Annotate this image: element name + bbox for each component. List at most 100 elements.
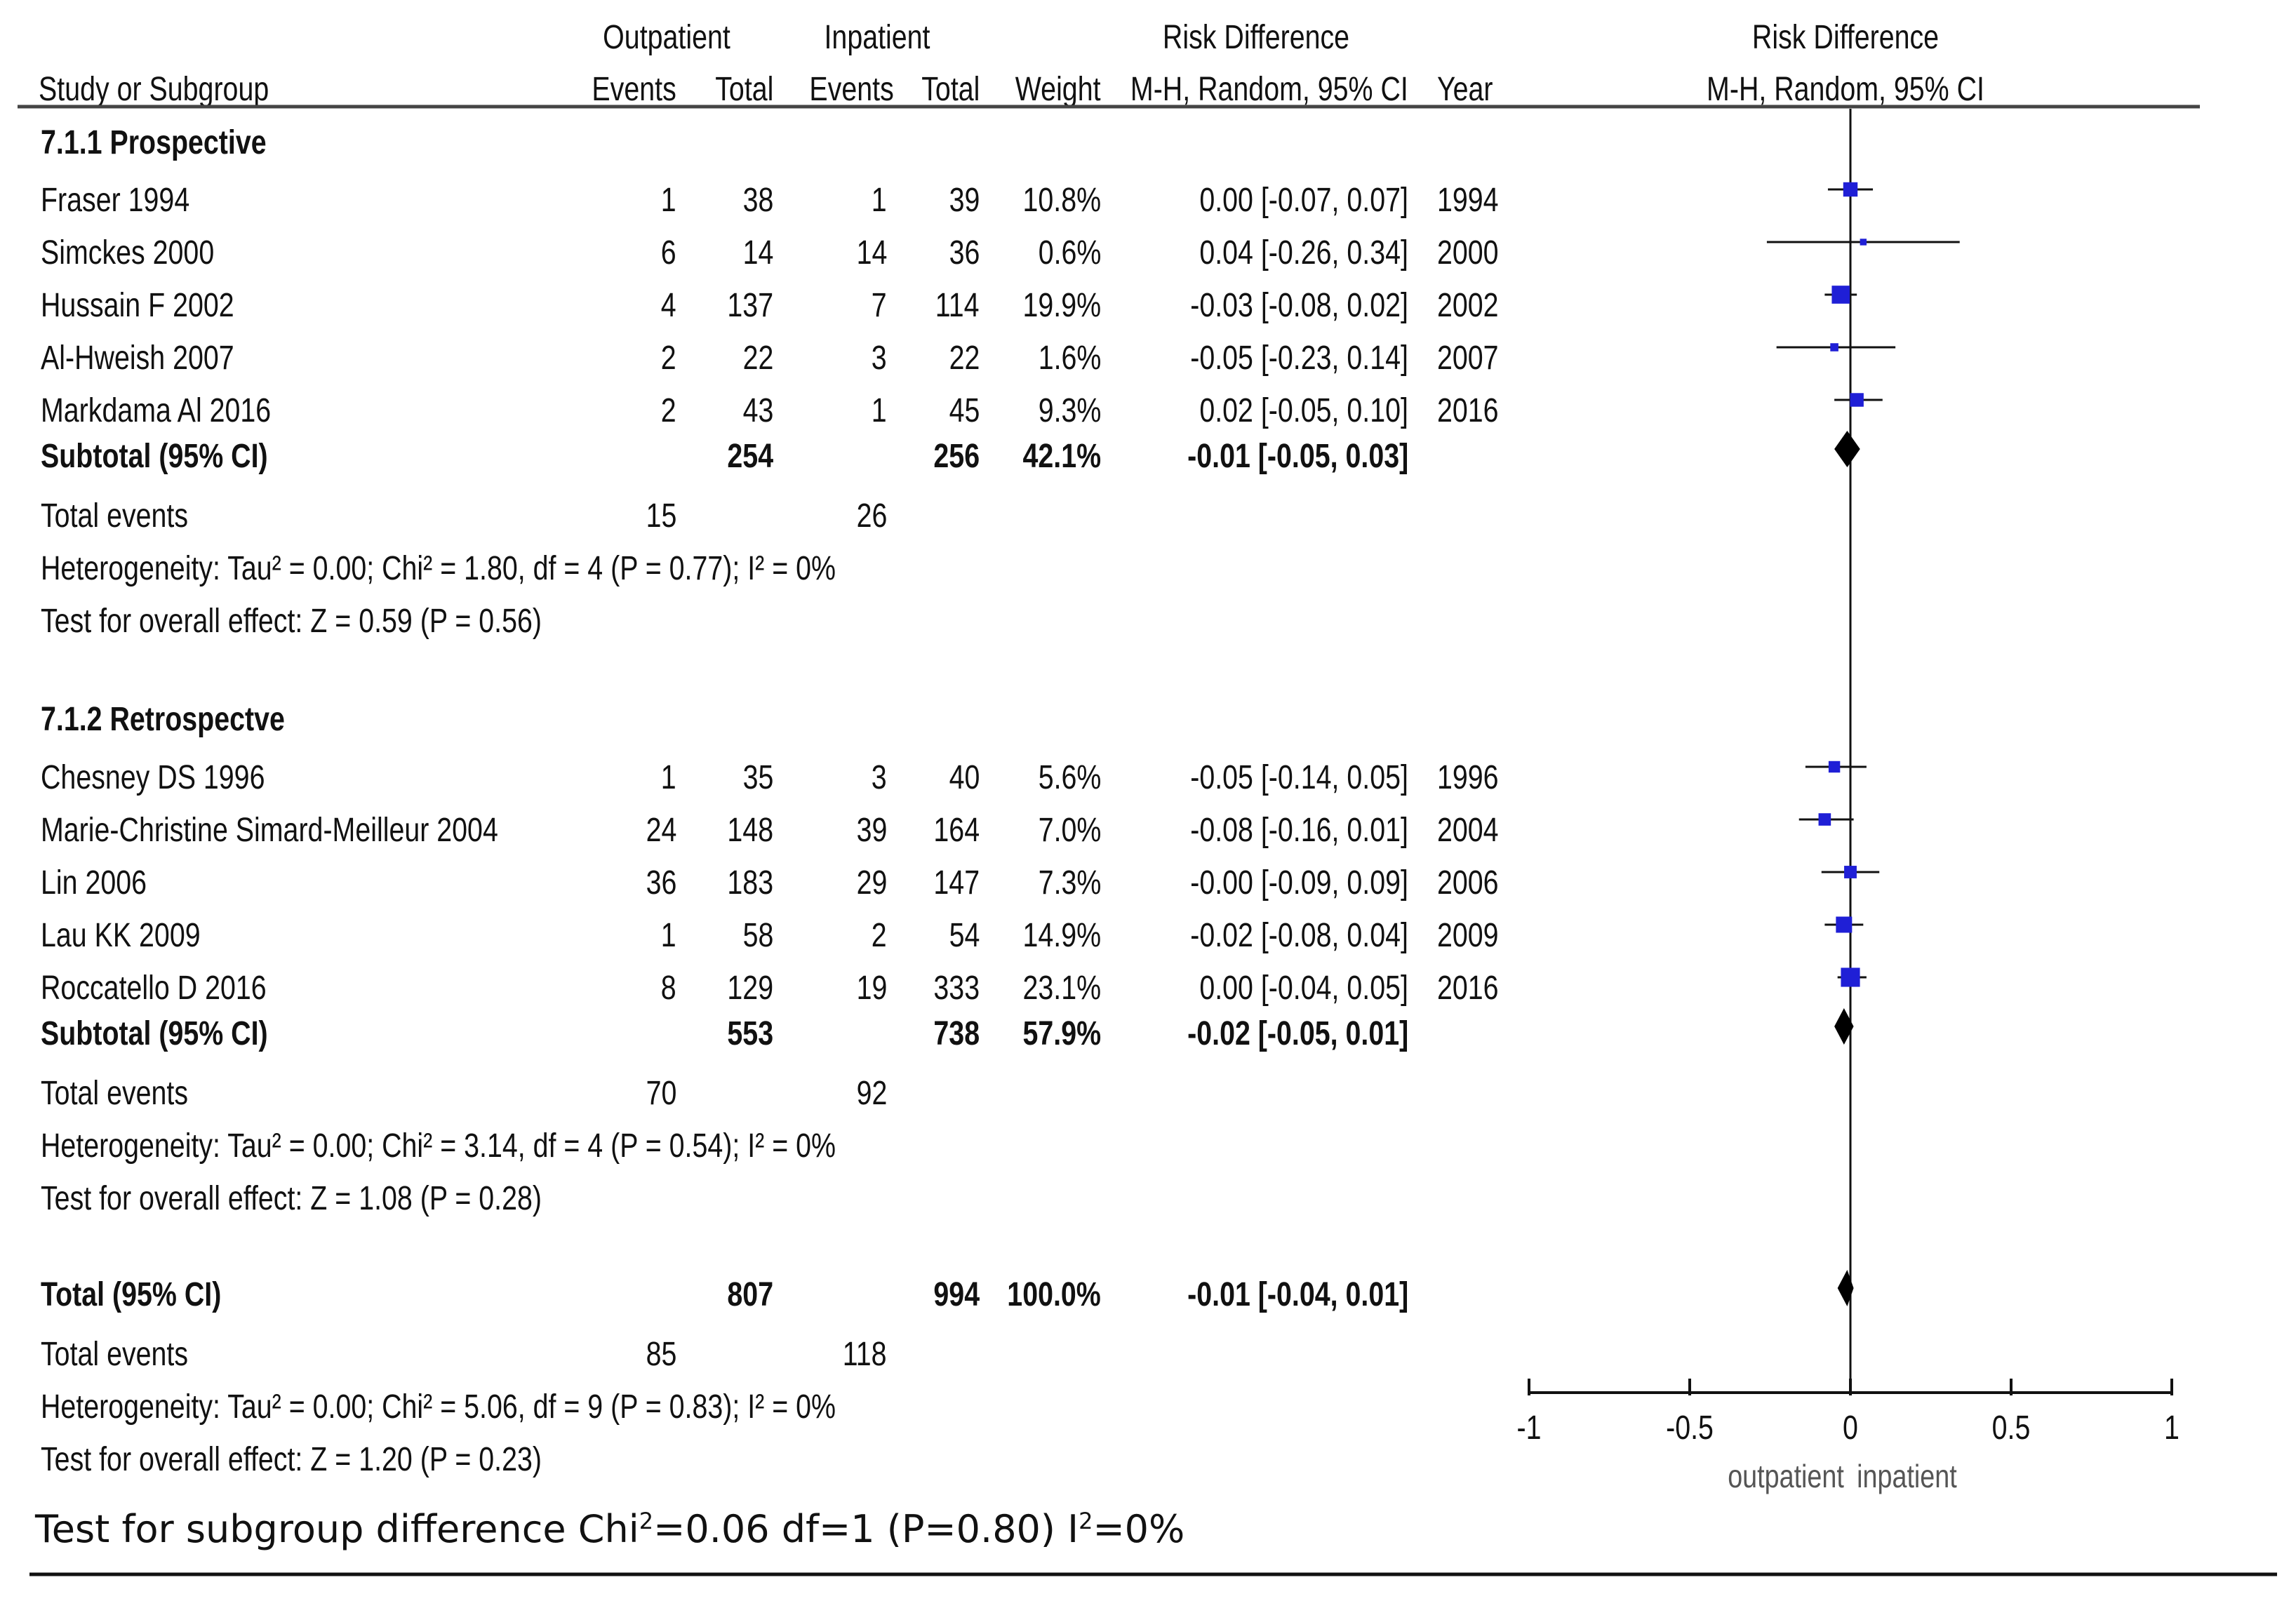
events2-cell: 3 <box>872 340 887 377</box>
study-point-marker <box>1860 239 1867 246</box>
events2-cell: 2 <box>872 917 887 954</box>
ci-cell: -0.05 [-0.23, 0.14] <box>1190 340 1408 377</box>
events1-cell: 2 <box>661 392 676 429</box>
total-events1: 15 <box>646 497 676 535</box>
total1-cell: 35 <box>742 759 773 796</box>
pooled-diamond <box>1834 431 1860 467</box>
x-tick-label: 1 <box>2164 1409 2180 1447</box>
subtotal-label: Subtotal (95% CI) <box>41 1015 268 1052</box>
study-point-marker <box>1841 967 1860 987</box>
ci-cell: 0.02 [-0.05, 0.10] <box>1199 392 1408 429</box>
subtotal-weight: 42.1% <box>1022 438 1101 475</box>
subtotal-total1: 553 <box>727 1015 773 1052</box>
events2-cell: 29 <box>856 864 887 902</box>
events1-cell: 2 <box>661 340 676 377</box>
year-cell: 2016 <box>1437 392 1499 429</box>
weight-cell: 14.9% <box>1022 917 1101 954</box>
footnote-sup: 2 <box>639 1508 654 1534</box>
events2-cell: 3 <box>872 759 887 796</box>
subgroup-title: 7.1.1 Prospective <box>41 124 267 161</box>
ci-cell: -0.05 [-0.14, 0.05] <box>1190 759 1408 796</box>
study-name: Lin 2006 <box>41 864 147 902</box>
total-weight: 100.0% <box>1007 1276 1101 1313</box>
pooled-diamond <box>1834 1008 1854 1045</box>
weight-cell: 19.9% <box>1022 287 1101 324</box>
outpatient-header: Outpatient <box>603 19 730 56</box>
events1-cell: 1 <box>661 182 676 219</box>
total-label: Total (95% CI) <box>41 1276 222 1313</box>
study-point-marker <box>1828 761 1841 773</box>
overall-effect-text: Test for overall effect: Z = 1.20 (P = 0… <box>41 1441 542 1478</box>
x-tick-label: -0.5 <box>1666 1409 1714 1447</box>
total-events-label: Total events <box>41 1336 189 1373</box>
footnote-sup: 2 <box>1079 1508 1093 1534</box>
subtotal-total1: 254 <box>727 438 773 475</box>
study-point-marker <box>1830 343 1838 351</box>
events1-cell: 6 <box>661 234 676 272</box>
weight-cell: 0.6% <box>1038 234 1101 272</box>
events2-column-header: Events <box>809 71 894 108</box>
total2-cell: 36 <box>949 234 980 272</box>
subgroup-difference-note: Test for subgroup difference Chi2=0.06 d… <box>35 1507 1184 1551</box>
year-cell: 2016 <box>1437 970 1499 1007</box>
total2-cell: 39 <box>949 182 980 219</box>
total2-cell: 54 <box>949 917 980 954</box>
total1-cell: 137 <box>727 287 773 324</box>
total-events-label: Total events <box>41 1075 189 1112</box>
total1-cell: 58 <box>742 917 773 954</box>
x-tick-label: 0 <box>1843 1409 1858 1447</box>
total2-cell: 164 <box>933 812 980 849</box>
subtotal-label: Subtotal (95% CI) <box>41 438 268 475</box>
footnote-prefix: Test for subgroup difference Chi <box>35 1507 639 1551</box>
events2-cell: 14 <box>856 234 887 272</box>
total2-cell: 22 <box>949 340 980 377</box>
total2-column-header: Total <box>921 71 980 108</box>
ci-cell: -0.00 [-0.09, 0.09] <box>1190 864 1408 902</box>
total2-cell: 40 <box>949 759 980 796</box>
ci-cell: -0.02 [-0.08, 0.04] <box>1190 917 1408 954</box>
total-events-label: Total events <box>41 497 189 535</box>
study-point-marker <box>1831 286 1850 304</box>
total-total1: 807 <box>727 1276 773 1313</box>
total1-cell: 22 <box>742 340 773 377</box>
x-axis-label-left: outpatient <box>1728 1458 1844 1494</box>
weight-cell: 10.8% <box>1022 182 1101 219</box>
subtotal-total2: 256 <box>933 438 980 475</box>
total-total2: 994 <box>933 1276 980 1313</box>
year-cell: 1994 <box>1437 182 1499 219</box>
events1-cell: 1 <box>661 759 676 796</box>
subtotal-ci: -0.02 [-0.05, 0.01] <box>1187 1015 1408 1052</box>
year-cell: 2009 <box>1437 917 1499 954</box>
year-cell: 2004 <box>1437 812 1499 849</box>
heterogeneity-text: Heterogeneity: Tau² = 0.00; Chi² = 1.80,… <box>41 550 836 587</box>
study-point-marker <box>1843 182 1858 197</box>
x-tick-label: 0.5 <box>1992 1409 2031 1447</box>
total-events1: 85 <box>646 1336 676 1373</box>
study-name: Simckes 2000 <box>41 234 215 272</box>
subtotal-ci: -0.01 [-0.05, 0.03] <box>1187 438 1408 475</box>
total1-cell: 43 <box>742 392 773 429</box>
study-point-marker <box>1850 393 1864 407</box>
total1-cell: 38 <box>742 182 773 219</box>
subgroup-title: 7.1.2 Retrospectve <box>41 701 285 738</box>
events1-cell: 4 <box>661 287 676 324</box>
weight-column-header: Weight <box>1015 71 1101 108</box>
subtotal-weight: 57.9% <box>1022 1015 1101 1052</box>
study-name: Markdama Al 2016 <box>41 392 272 429</box>
year-cell: 2007 <box>1437 340 1499 377</box>
total2-cell: 147 <box>933 864 980 902</box>
year-cell: 2000 <box>1437 234 1499 272</box>
total-events2: 92 <box>856 1075 887 1112</box>
weight-cell: 1.6% <box>1038 340 1101 377</box>
overall-effect-text: Test for overall effect: Z = 0.59 (P = 0… <box>41 603 542 640</box>
x-tick-label: -1 <box>1517 1409 1542 1447</box>
events2-cell: 39 <box>856 812 887 849</box>
ci-cell: -0.08 [-0.16, 0.01] <box>1190 812 1408 849</box>
year-cell: 2006 <box>1437 864 1499 902</box>
ci-cell: -0.03 [-0.08, 0.02] <box>1190 287 1408 324</box>
pooled-diamond <box>1837 1270 1854 1306</box>
total2-cell: 333 <box>933 970 980 1007</box>
events1-cell: 1 <box>661 917 676 954</box>
ci-column-header: M-H, Random, 95% CI <box>1130 71 1408 108</box>
